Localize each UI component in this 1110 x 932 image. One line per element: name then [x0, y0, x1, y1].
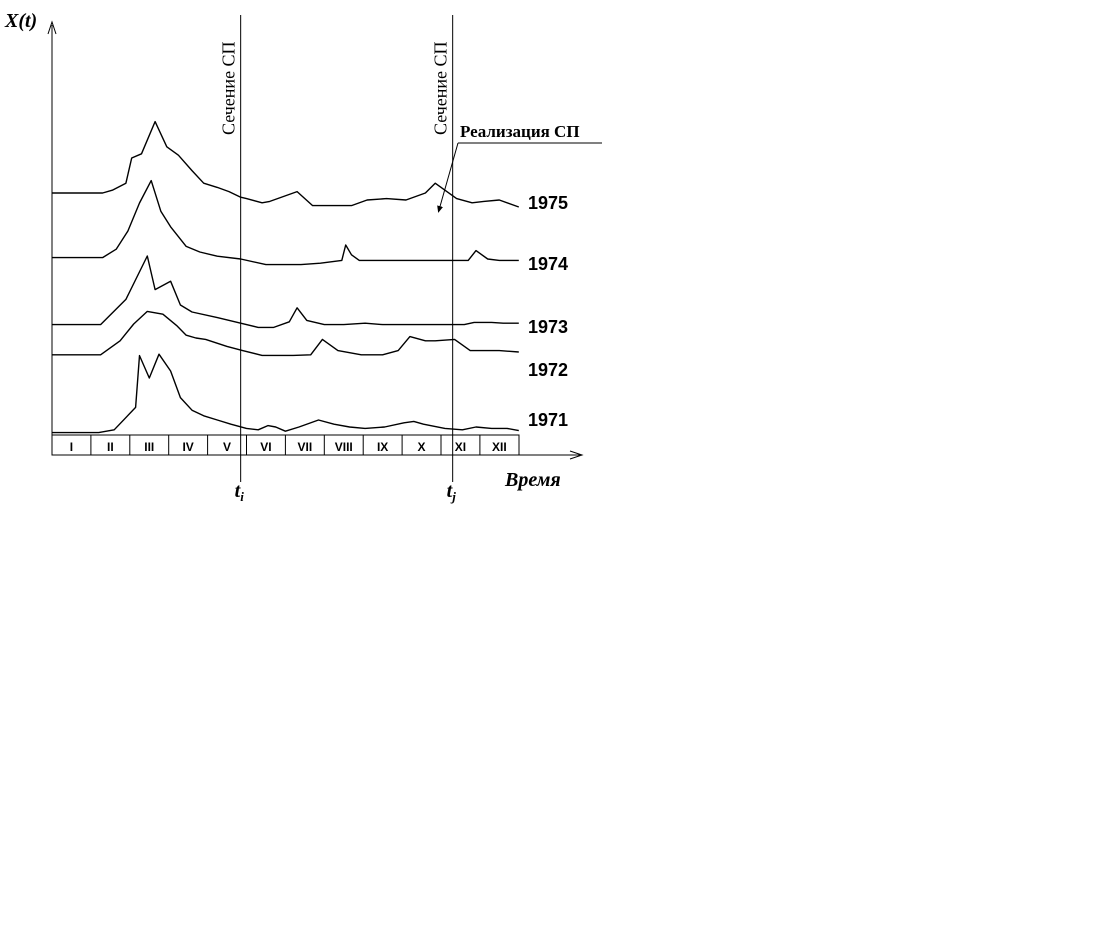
sections-group: Сечение СП ti Сечение СП tj: [219, 15, 457, 504]
month-label: VI: [260, 440, 271, 454]
y-axis-label: X(t): [4, 10, 37, 32]
series-line-1973: [52, 255, 519, 329]
series-label-1975: 1975: [528, 193, 568, 213]
section-label: Сечение СП: [431, 41, 451, 135]
month-label: V: [223, 440, 231, 454]
section-label: Сечение СП: [219, 41, 239, 135]
month-label: VII: [298, 440, 313, 454]
realization-label: Реализация СП: [460, 122, 580, 141]
month-cells: I II III IV V VI VII VIII IX X XI XII: [70, 435, 507, 455]
series-label-1974: 1974: [528, 254, 568, 274]
month-label: III: [144, 440, 154, 454]
series-line-1975: [52, 120, 520, 208]
y-axis-arrow-icon: [47, 20, 57, 35]
month-label: IX: [377, 440, 388, 454]
x-axis-arrow-icon: [569, 450, 584, 460]
x-axis-label: Время: [504, 469, 561, 491]
series-label-1972: 1972: [528, 360, 568, 380]
series-label-1971: 1971: [528, 410, 568, 430]
series-group: 1975 1974 1973 1972 1971: [52, 120, 568, 434]
series-line-1972: [52, 310, 519, 357]
section-time-label: tj: [447, 480, 457, 504]
series-label-1973: 1973: [528, 317, 568, 337]
month-label: X: [418, 440, 426, 454]
month-label: IV: [182, 440, 193, 454]
month-label: VIII: [335, 440, 353, 454]
realization-pointer: [437, 142, 459, 213]
month-label: XII: [492, 440, 507, 454]
month-label: II: [107, 440, 114, 454]
month-label: I: [70, 440, 73, 454]
month-label: XI: [455, 440, 466, 454]
section-time-label: ti: [235, 480, 245, 504]
series-line-1974: [52, 179, 519, 266]
series-line-1971: [52, 353, 519, 434]
